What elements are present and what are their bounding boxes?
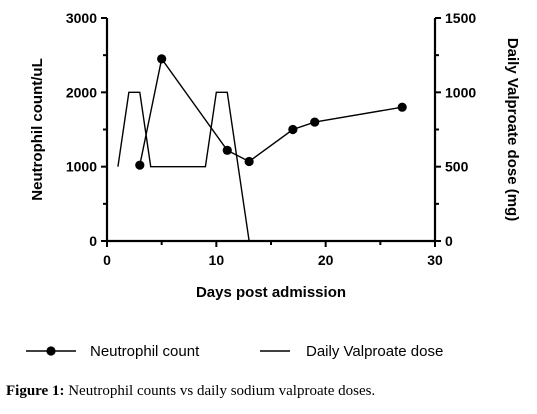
y-right-axis-title: Daily Valproate dose (mg) [504, 38, 521, 221]
series-line-valproate [117, 91, 250, 242]
y-right-tick-label: 500 [445, 159, 469, 175]
y-left-axis-title: Neutrophil count/uL [29, 58, 46, 200]
data-point-neutrophil [244, 156, 254, 167]
y-right-tick-label: 0 [445, 233, 453, 249]
y-right-tick-label: 1000 [445, 84, 476, 100]
x-tick-label: 30 [427, 252, 443, 268]
figure-caption: Figure 1: Neutrophil counts vs daily sod… [6, 383, 375, 400]
y-left-tick-label: 2000 [66, 84, 97, 100]
caption-text: Neutrophil counts vs daily sodium valpro… [64, 383, 376, 399]
x-tick-label: 0 [103, 252, 111, 268]
data-point-neutrophil [135, 160, 145, 170]
y-left-tick-label: 1000 [66, 159, 97, 175]
x-tick-label: 10 [209, 252, 225, 268]
data-point-neutrophil [310, 117, 320, 127]
data-point-neutrophil [157, 54, 167, 64]
data-point-neutrophil [288, 124, 298, 135]
legend-label-neutrophil: Neutrophil count [90, 343, 200, 360]
data-point-neutrophil [397, 102, 407, 112]
y-left-tick-label: 3000 [66, 10, 97, 26]
caption-label: Figure 1: [6, 383, 65, 399]
y-left-tick-label: 0 [89, 233, 97, 249]
legend-label-valproate: Daily Valproate dose [306, 343, 443, 360]
x-tick-label: 20 [318, 252, 334, 268]
x-axis-title: Days post admission [196, 284, 346, 301]
y-right-tick-label: 1500 [445, 10, 476, 26]
data-point-neutrophil [222, 145, 232, 155]
series-line-neutrophil [139, 57, 403, 166]
legend-marker-neutrophil [46, 346, 56, 356]
